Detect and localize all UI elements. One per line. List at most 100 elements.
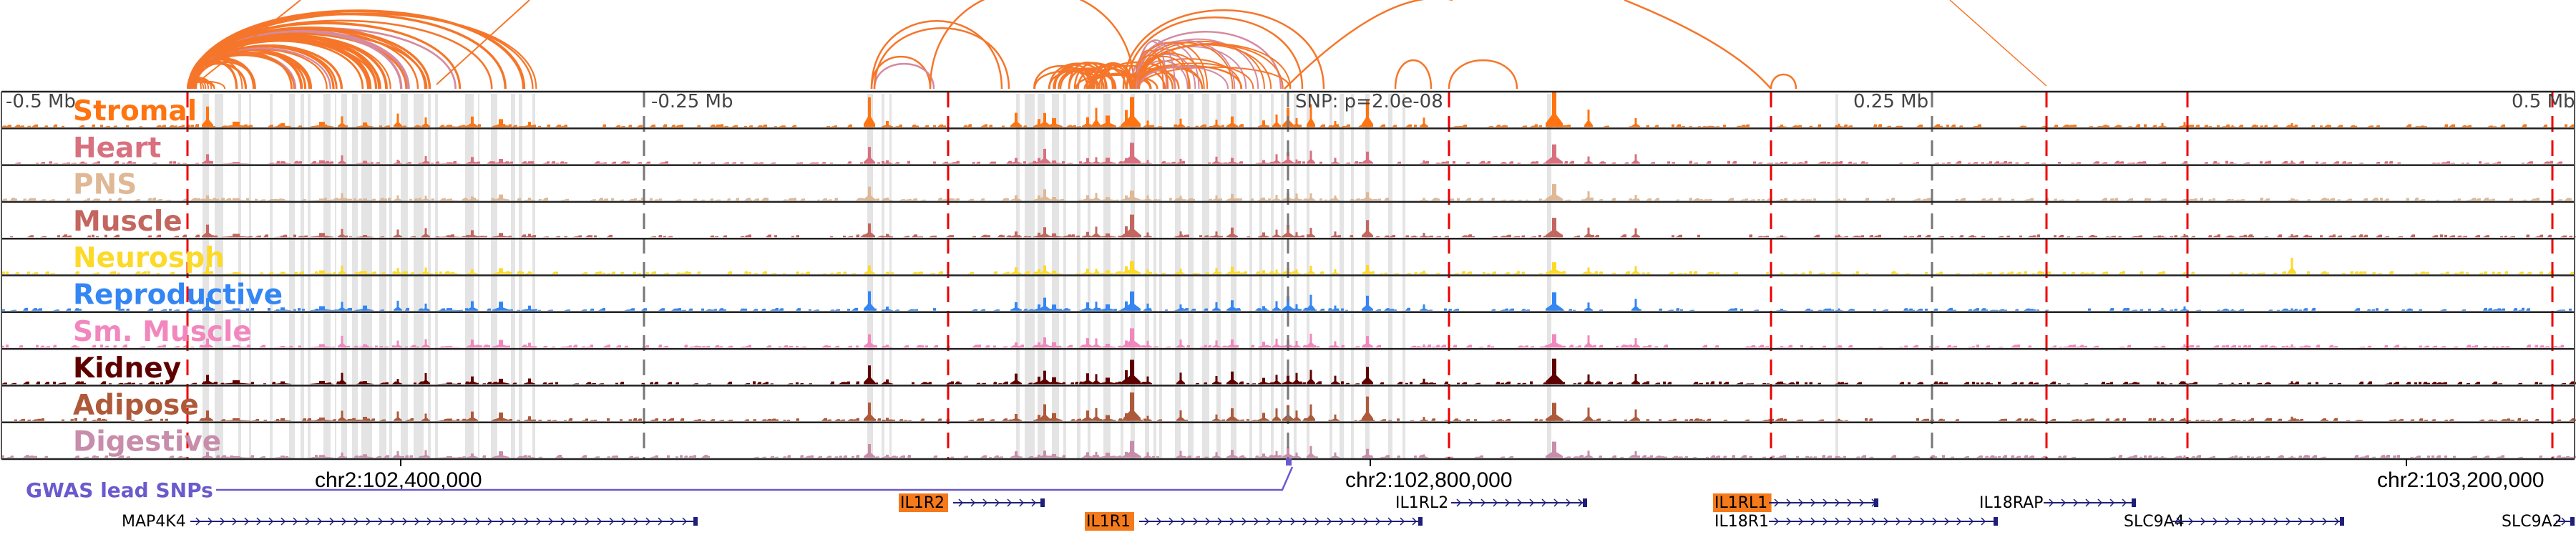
shade-region — [1159, 94, 1162, 459]
signal-noise — [1, 124, 2575, 127]
shade-region — [1340, 94, 1344, 459]
shade-region — [1052, 94, 1059, 459]
track-label: Sm. Muscle — [73, 316, 252, 348]
shade-region — [1402, 94, 1405, 459]
loop-arc — [189, 0, 301, 90]
shade-region — [1131, 94, 1135, 459]
gene-il18r1: IL18R1 — [1714, 513, 1998, 531]
strand-arrows — [1144, 517, 1418, 526]
gene-highlight-box — [1713, 493, 1772, 512]
shade-region — [1153, 94, 1156, 459]
loop-arc — [873, 62, 935, 90]
signal-peaks — [202, 392, 2296, 421]
shade-region — [1259, 94, 1262, 459]
signal-noise — [1, 381, 2576, 385]
loop-arc — [187, 77, 210, 90]
loop-arc — [873, 27, 1010, 90]
track-label: Heart — [73, 132, 161, 164]
gene-exon — [1418, 517, 1423, 526]
shade-region — [1271, 94, 1274, 459]
shade-region — [215, 94, 223, 459]
loop-arc — [1284, 0, 1453, 90]
signal-peaks — [202, 214, 2296, 238]
signal-reproductive — [1, 291, 2572, 311]
loop-arc — [1075, 74, 1151, 90]
loop-arc — [1448, 59, 1518, 90]
shade-region — [323, 94, 331, 459]
signal-peaks — [202, 328, 2296, 348]
gene-il1rl1: IL1RL1 — [1713, 493, 1878, 512]
shade-region — [1121, 94, 1123, 459]
loop-arc — [1949, 0, 2047, 87]
shade-region — [519, 94, 522, 459]
shade-region — [1365, 94, 1370, 459]
shade-region — [1025, 94, 1035, 459]
loop-arc — [1033, 65, 1089, 90]
scale-label-minus-0-5: -0.5 Mb — [6, 91, 76, 112]
shade-region — [1063, 94, 1066, 459]
signal-peaks — [202, 440, 2296, 458]
loop-arcs — [187, 0, 2047, 90]
shade-region — [1547, 94, 1551, 459]
gene-exon — [1040, 498, 1045, 507]
gene-highlight-box — [1085, 512, 1134, 531]
loop-arc — [1122, 9, 1325, 90]
track-label: Muscle — [73, 206, 182, 238]
shade-region — [1038, 94, 1045, 459]
gene-label: SLC9A2 — [2502, 513, 2562, 531]
loop-arc — [189, 23, 461, 90]
shade-region — [1088, 94, 1091, 459]
strand-arrows — [958, 498, 1037, 507]
loop-arc — [870, 56, 932, 90]
gene-exon — [2132, 498, 2136, 507]
loop-arc — [1134, 52, 1205, 90]
shade-region — [1145, 94, 1149, 459]
track-label: Stromal — [73, 95, 197, 127]
shade-region — [478, 94, 479, 459]
shade-region — [1231, 94, 1236, 459]
gene-exon — [2340, 517, 2344, 526]
loop-arc — [1394, 59, 1433, 90]
signal-peaks — [202, 257, 2296, 274]
shade-region — [882, 94, 884, 459]
shade-region — [1307, 94, 1309, 459]
shade-region — [335, 94, 336, 459]
loop-arc — [1073, 62, 1114, 90]
shade-region — [249, 94, 251, 459]
shade-region — [352, 94, 358, 459]
signal-kidney — [1, 358, 2576, 385]
signal-peaks — [202, 183, 2296, 201]
track-label: Kidney — [73, 352, 181, 385]
signal-pns — [1, 183, 2572, 201]
gene-slc9a2: SLC9A2 — [2502, 513, 2575, 531]
gene-label: IL1RL1 — [1714, 494, 1767, 512]
shade-region — [301, 94, 304, 459]
loop-arc — [191, 57, 255, 90]
shade-region — [414, 94, 424, 459]
loop-arc — [190, 27, 426, 90]
gene-exon — [693, 517, 698, 526]
shade-region — [465, 94, 474, 459]
shade-region — [1388, 94, 1392, 459]
loop-arc — [1126, 16, 1304, 90]
gene-label: IL18R1 — [1714, 513, 1769, 531]
track-label: Neurosph — [73, 242, 225, 274]
strand-arrows — [2561, 517, 2567, 526]
loop-arc — [1138, 66, 1229, 90]
loop-arc — [929, 0, 1136, 90]
shade-region — [1330, 94, 1332, 459]
strand-arrows — [195, 517, 688, 526]
shade-region — [1077, 94, 1080, 459]
strand-arrows — [1456, 498, 1584, 507]
loop-arc — [1131, 69, 1180, 90]
gene-il1rl2: IL1RL2 — [1395, 494, 1587, 512]
signal-adipose — [14, 392, 2576, 421]
gwas-label: GWAS lead SNPs — [26, 478, 213, 502]
gene-exon — [1583, 498, 1587, 507]
loop-arc — [870, 20, 1003, 90]
track-label: Digestive — [73, 426, 221, 458]
gene-label: IL18RAP — [1979, 494, 2043, 512]
signal-heart — [14, 143, 2562, 164]
loop-arc — [1126, 67, 1174, 90]
